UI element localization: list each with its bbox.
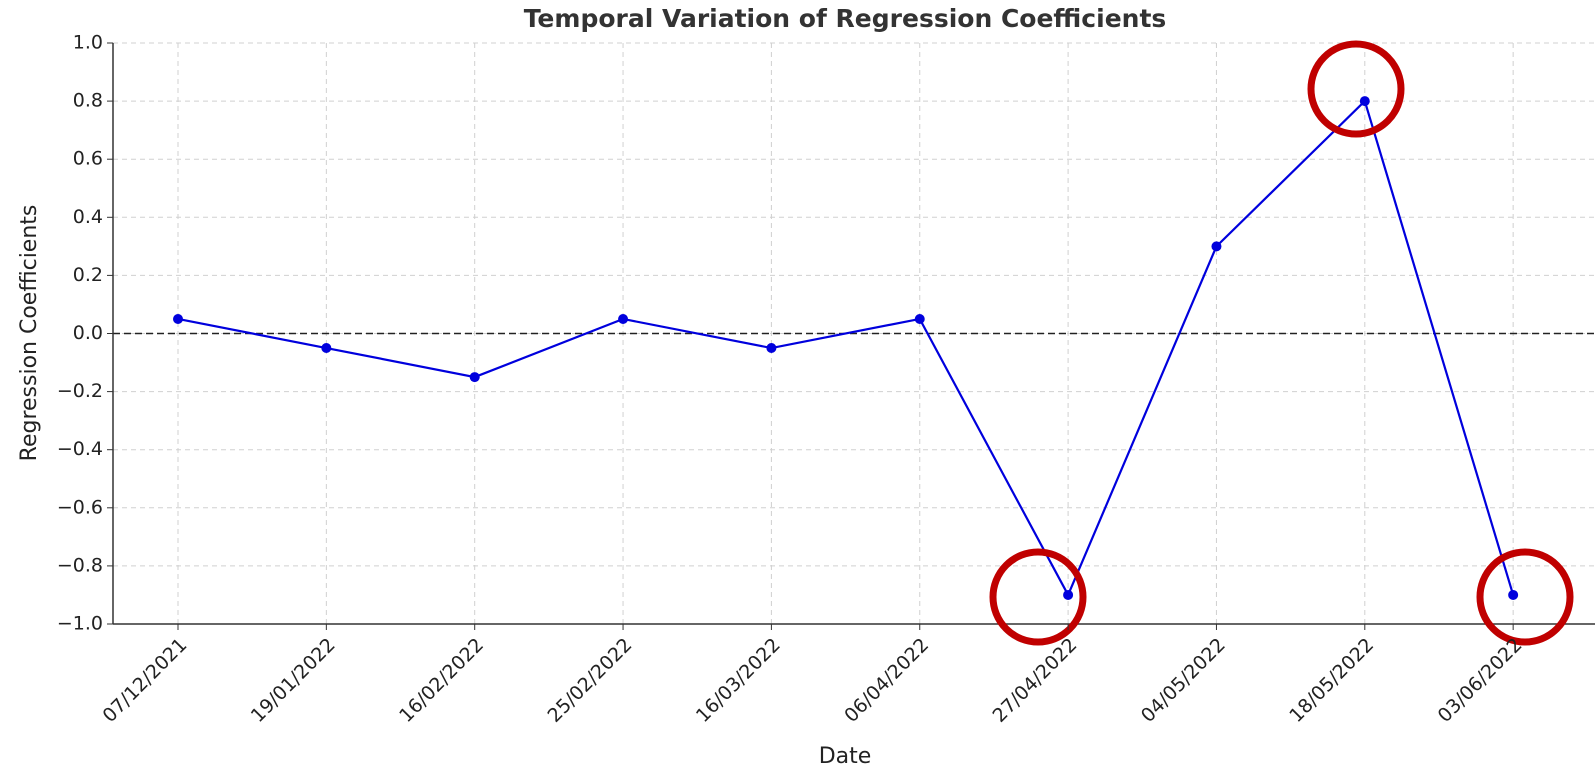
x-tick-label: 16/02/2022: [395, 634, 488, 727]
highlight-circle: [1476, 548, 1574, 646]
y-tick-label: 0.8: [73, 90, 103, 112]
x-tick-label: 03/06/2022: [1434, 634, 1527, 727]
x-tick-label: 19/01/2022: [247, 634, 340, 727]
x-tick-label: 25/02/2022: [543, 634, 636, 727]
x-tick-label: 27/04/2022: [989, 634, 1082, 727]
series-line: [177, 99, 1515, 598]
data-point: [618, 313, 629, 324]
data-point: [173, 313, 183, 324]
y-tick-label: −0.2: [57, 380, 103, 402]
y-tick-label: 1.0: [73, 32, 103, 54]
x-axis-label: Date: [819, 744, 872, 769]
y-tick-label: 0.6: [73, 148, 103, 170]
y-tick-label: 0.2: [73, 264, 103, 286]
chart-title: Temporal Variation of Regression Coeffic…: [524, 4, 1167, 33]
data-point: [1211, 241, 1222, 252]
y-tick-label: −0.6: [57, 496, 103, 518]
y-tick-label: 0.0: [73, 322, 103, 344]
highlight-circle: [1307, 40, 1405, 138]
data-point: [1359, 96, 1370, 107]
x-tick-label: 16/03/2022: [692, 634, 785, 727]
data-point: [469, 372, 480, 383]
data-point: [321, 343, 332, 354]
data-point: [914, 313, 925, 324]
y-tick-label: −0.8: [57, 554, 103, 576]
x-tick-label: 18/05/2022: [1285, 634, 1378, 727]
x-tick-label: 06/04/2022: [840, 634, 933, 727]
y-axis-label: Regression Coefficients: [17, 205, 42, 462]
data-point: [1508, 589, 1519, 600]
highlight-circle: [989, 548, 1087, 646]
y-tick-label: −0.4: [57, 438, 103, 460]
y-tick-label: 0.4: [73, 206, 103, 228]
y-tick-label: −1.0: [57, 613, 103, 635]
data-point: [766, 343, 777, 354]
x-tick-label: 04/05/2022: [1137, 634, 1230, 727]
data-point: [1063, 589, 1074, 600]
plot: [113, 96, 1595, 600]
x-tick-label: 07/12/2021: [98, 634, 191, 727]
